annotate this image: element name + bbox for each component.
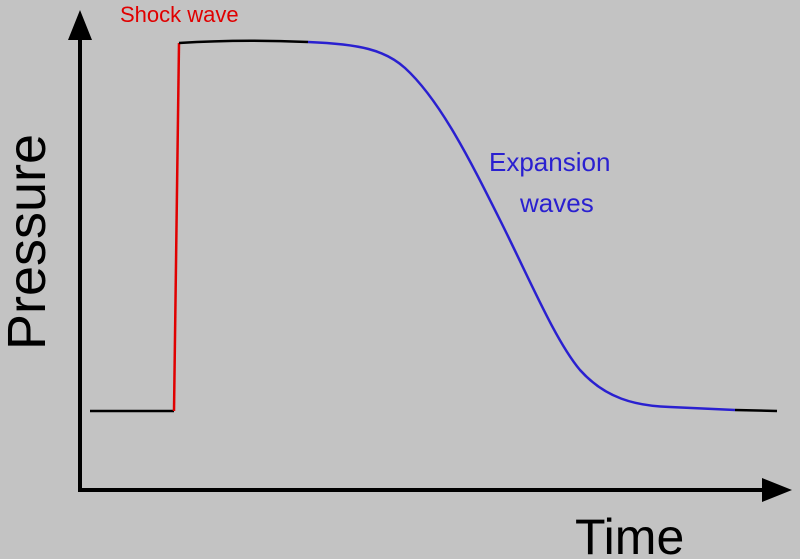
plateau-segment (178, 39, 309, 45)
expansion-label: Expansion (489, 147, 610, 177)
y-axis-label: Pressure (0, 134, 57, 350)
expansion-label: waves (519, 188, 594, 218)
y-axis-arrow (68, 10, 92, 40)
shock-segment (172, 42, 181, 412)
x-axis-label: Time (575, 509, 684, 559)
expansion-segment (307, 40, 736, 412)
shock-label: Shock wave (120, 2, 239, 27)
tail-segment (734, 408, 778, 413)
x-axis-arrow (762, 478, 792, 502)
